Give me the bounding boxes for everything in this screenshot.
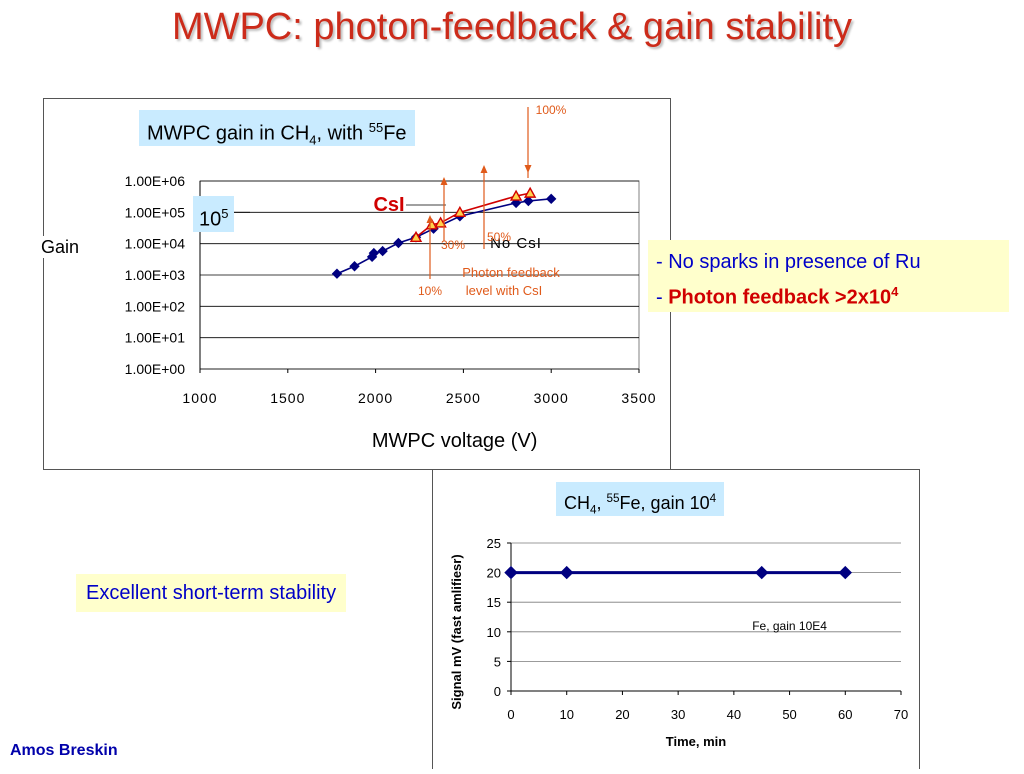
stability-x-tick-label: 40 bbox=[727, 707, 741, 722]
stability-title-end: Fe, gain 10 bbox=[619, 493, 710, 513]
series-no-csi-point bbox=[349, 261, 360, 272]
gain-y-tick-label: 1.00E+06 bbox=[125, 173, 186, 189]
stability-x-tick-label: 10 bbox=[559, 707, 573, 722]
stability-y-tick-label: 25 bbox=[487, 536, 501, 551]
gain-chart-title: MWPC gain in CH4, with 55Fe bbox=[139, 110, 415, 148]
stability-series-point bbox=[504, 565, 518, 580]
slide-title: MWPC: photon-feedback & gain stability bbox=[171, 6, 853, 48]
series-csi-point bbox=[425, 218, 438, 230]
note-photon-prefix: - bbox=[656, 286, 669, 309]
gain-x-tick-label: 3000 bbox=[534, 390, 569, 406]
series-no-csi-point bbox=[545, 193, 557, 205]
stability-label: Excellent short-term stability bbox=[76, 574, 347, 612]
series-no-csi-point bbox=[368, 247, 380, 259]
gain-axis-title: Gain bbox=[34, 236, 86, 258]
arrow-50-percent-head bbox=[480, 165, 488, 173]
gain-chart-title-sub: 4 bbox=[309, 132, 317, 148]
gain-x-tick-label: 3500 bbox=[621, 390, 656, 406]
stability-x-tick-label: 20 bbox=[615, 707, 629, 722]
series-csi-point bbox=[509, 189, 523, 201]
stability-title-sup2: 4 bbox=[709, 492, 717, 505]
label-1e5: 105 bbox=[193, 196, 235, 232]
stability-y-tick-label: 20 bbox=[487, 566, 501, 581]
series-csi-point bbox=[523, 186, 537, 198]
stability-series-point bbox=[838, 565, 852, 580]
stability-series-point bbox=[560, 565, 574, 580]
gain-chart-title-mid: , with bbox=[316, 122, 369, 145]
gain-x-tick-label: 2500 bbox=[446, 390, 481, 406]
series-no-csi-point bbox=[393, 237, 404, 249]
gain-y-tick-label: 1.00E+02 bbox=[125, 298, 186, 314]
label-100-percent: 100% bbox=[536, 103, 567, 117]
stability-title-mid: , bbox=[596, 493, 607, 513]
gain-y-tick-label: 1.00E+03 bbox=[125, 267, 186, 283]
stability-chart: 0 5 10 15 20 25 0 10 20 30 40 50 60 70 Time, min Signal… bbox=[449, 536, 908, 749]
gain-y-tick-label: 1.00E+00 bbox=[125, 361, 186, 377]
series-csi-point bbox=[453, 205, 467, 218]
gain-chart-panel: 1.00E+00 1.00E+01 1.00E+02 1.00E+03 1.00E+04… bbox=[43, 98, 671, 470]
series-csi-point bbox=[434, 216, 447, 228]
stability-y-tick-label: 10 bbox=[487, 625, 501, 640]
stability-chart-panel: 0 5 10 15 20 25 0 10 20 30 40 50 60 70 Time, min Signal… bbox=[432, 469, 920, 769]
gain-y-tick-label: 1.00E+05 bbox=[125, 204, 186, 220]
stability-y-axis-title: Signal mV (fast amlifiesr) bbox=[449, 554, 464, 709]
stability-series-label: Fe, gain 10E4 bbox=[752, 619, 827, 633]
gain-x-tick-label: 1500 bbox=[270, 390, 305, 406]
gain-x-tick-label: 1000 bbox=[182, 390, 217, 406]
gain-chart-title-sup: 55 bbox=[368, 120, 384, 135]
stability-x-tick-label: 0 bbox=[507, 707, 514, 722]
label-30-percent: 30% bbox=[441, 238, 465, 252]
gain-x-tick-label: 2000 bbox=[358, 390, 393, 406]
stability-x-tick-label: 60 bbox=[838, 707, 852, 722]
label-1e5-sup: 5 bbox=[221, 206, 229, 221]
note-no-sparks: - No sparks in presence of Ru bbox=[656, 251, 921, 273]
author-name: Amos Breskin bbox=[10, 742, 118, 759]
label-no-csi: No CsI bbox=[490, 235, 542, 252]
arrow-30-percent-head bbox=[440, 177, 448, 185]
stability-x-tick-label: 50 bbox=[782, 707, 796, 722]
arrow-100-percent-head bbox=[524, 165, 532, 173]
stability-x-axis-title: Time, min bbox=[666, 734, 727, 749]
series-no-csi-point bbox=[331, 268, 343, 279]
note-photon-sup: 4 bbox=[891, 284, 899, 299]
stability-chart-title: CH4, 55Fe, gain 104 bbox=[556, 482, 725, 517]
stability-title-sub: 4 bbox=[590, 503, 597, 517]
gain-x-axis-title: MWPC voltage (V) bbox=[372, 430, 538, 452]
label-csi: CsI bbox=[373, 194, 404, 216]
series-no-csi-point bbox=[377, 245, 388, 257]
stability-title-sup: 55 bbox=[606, 492, 620, 505]
gain-y-tick-label: 1.00E+04 bbox=[125, 236, 186, 252]
arrow-10-percent-head bbox=[426, 215, 434, 223]
stability-y-tick-label: 0 bbox=[494, 684, 501, 699]
note-photon-feedback: - Photon feedback >2x104 bbox=[656, 277, 1001, 313]
stability-x-tick-label: 70 bbox=[894, 707, 908, 722]
gain-chart-title-main: MWPC gain in CH bbox=[147, 122, 310, 145]
stability-series-point bbox=[755, 565, 769, 580]
label-50-percent: 50% bbox=[487, 230, 511, 244]
stability-title-main: CH bbox=[564, 493, 590, 513]
stability-y-tick-label: 5 bbox=[494, 654, 501, 669]
label-10-percent: 10% bbox=[418, 284, 442, 298]
stability-y-tick-label: 15 bbox=[487, 595, 501, 610]
notes-box: - No sparks in presence of Ru - Photon f… bbox=[648, 240, 1009, 312]
series-csi-point bbox=[409, 230, 423, 242]
gain-y-tick-label: 1.00E+01 bbox=[125, 330, 186, 346]
gain-chart: 1.00E+00 1.00E+01 1.00E+02 1.00E+03 1.00E+04… bbox=[125, 103, 656, 452]
label-1e5-base: 10 bbox=[199, 208, 222, 231]
label-photon-feedback-line2: level with CsI bbox=[466, 283, 543, 298]
stability-x-tick-label: 30 bbox=[671, 707, 685, 722]
series-no-csi-point bbox=[523, 195, 534, 207]
gain-chart-title-end: Fe bbox=[383, 122, 407, 145]
label-photon-feedback-line1: Photon feedback bbox=[462, 265, 560, 280]
note-photon-bold: Photon feedback >2x10 bbox=[668, 286, 892, 309]
